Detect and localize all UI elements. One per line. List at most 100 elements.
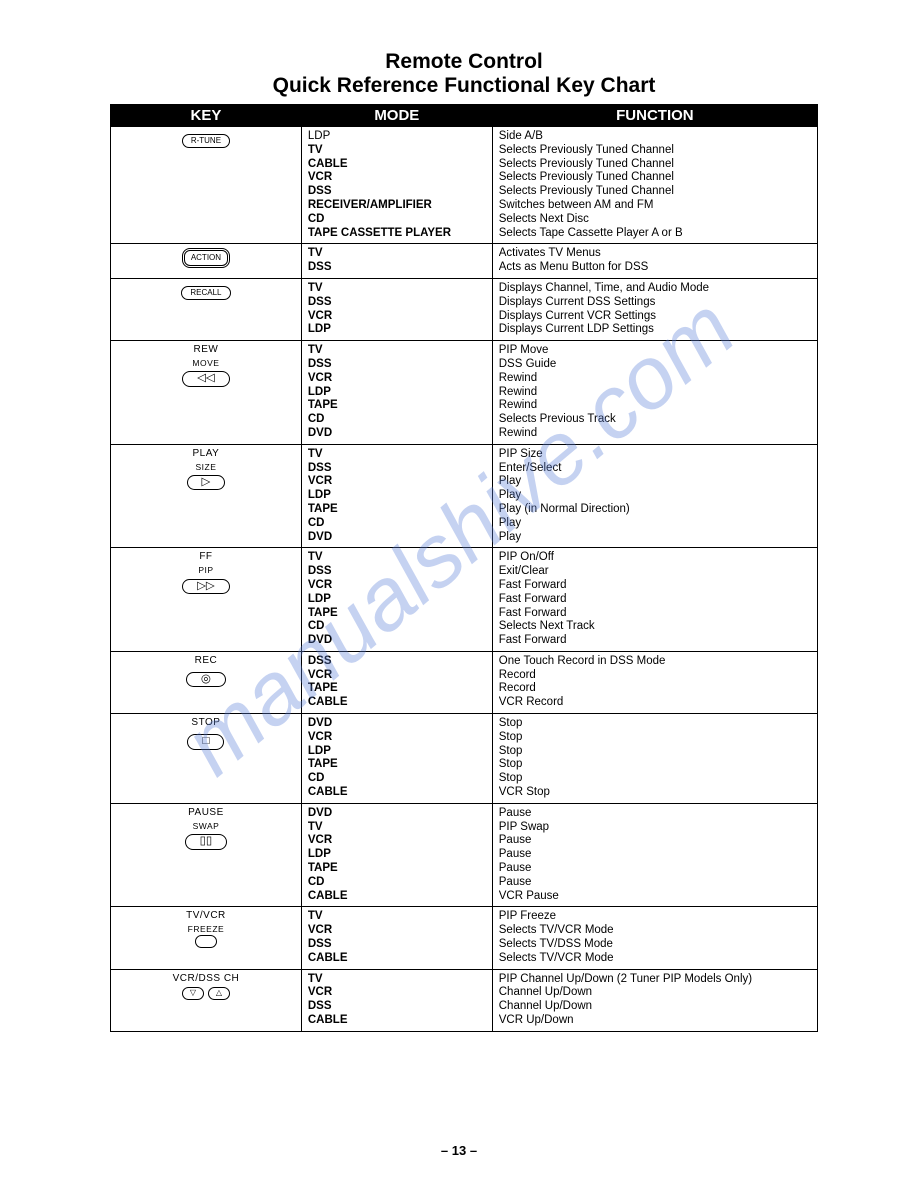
function-item: PIP Size: [499, 448, 811, 462]
key-sublabel: PIP: [117, 565, 295, 575]
function-cell: Displays Channel, Time, and Audio ModeDi…: [492, 278, 817, 340]
key-sublabel: MOVE: [117, 358, 295, 368]
mode-cell: TVVCRDSSCABLE: [301, 969, 492, 1031]
mode-item: VCR: [308, 731, 486, 745]
mode-item: RECEIVER/AMPLIFIER: [308, 199, 486, 213]
remote-elongated-button-icon: ◁◁: [182, 371, 230, 387]
function-item: VCR Record: [499, 696, 811, 710]
remote-elongated-button-icon: □: [187, 734, 224, 750]
mode-item: LDP: [308, 386, 486, 400]
function-item: One Touch Record in DSS Mode: [499, 655, 811, 669]
function-item: Displays Current LDP Settings: [499, 323, 811, 337]
mode-item: LDP: [308, 745, 486, 759]
title-block: Remote Control Quick Reference Functiona…: [110, 50, 818, 98]
function-item: Enter/Select: [499, 462, 811, 476]
mode-cell: TVDSSVCRLDP: [301, 278, 492, 340]
function-cell: PIP On/OffExit/ClearFast ForwardFast For…: [492, 548, 817, 652]
mode-item: TAPE: [308, 682, 486, 696]
function-item: Record: [499, 669, 811, 683]
key-label: REC: [117, 655, 295, 667]
function-item: Rewind: [499, 372, 811, 386]
mode-item: DSS: [308, 358, 486, 372]
mode-cell: TVDSS: [301, 244, 492, 279]
key-label: REW: [117, 344, 295, 356]
key-cell: STOP □: [111, 714, 302, 804]
mode-item: CABLE: [308, 952, 486, 966]
key-label: TV/VCR: [117, 910, 295, 922]
function-cell: Side A/BSelects Previously Tuned Channel…: [492, 127, 817, 244]
function-cell: StopStopStopStopStopVCR Stop: [492, 714, 817, 804]
key-label: FF: [117, 551, 295, 563]
mode-cell: DVDVCRLDPTAPECDCABLE: [301, 714, 492, 804]
table-row: RECALLTVDSSVCRLDPDisplays Channel, Time,…: [111, 278, 818, 340]
mode-cell: TVDSSVCRLDPTAPECDDVD: [301, 444, 492, 548]
key-cell: VCR/DSS CH▽△: [111, 969, 302, 1031]
key-cell: TV/VCR FREEZE: [111, 907, 302, 969]
mode-item: CD: [308, 772, 486, 786]
function-item: Displays Current DSS Settings: [499, 296, 811, 310]
mode-item: VCR: [308, 310, 486, 324]
function-cell: PausePIP SwapPausePausePausePauseVCR Pau…: [492, 803, 817, 907]
function-item: Stop: [499, 745, 811, 759]
remote-up-button-icon: △: [208, 987, 230, 1000]
key-cell: PAUSESWAP▯▯: [111, 803, 302, 907]
key-cell: REW MOVE ◁◁: [111, 341, 302, 445]
function-cell: PIP FreezeSelects TV/VCR ModeSelects TV/…: [492, 907, 817, 969]
key-cell: ACTION: [111, 244, 302, 279]
mode-item: LDP: [308, 489, 486, 503]
function-item: Play: [499, 531, 811, 545]
function-item: VCR Pause: [499, 890, 811, 904]
function-item: Selects Next Track: [499, 620, 811, 634]
page-number: – 13 –: [441, 1143, 477, 1158]
table-row: FFPIP▷▷TVDSSVCRLDPTAPECDDVDPIP On/OffExi…: [111, 548, 818, 652]
function-item: Channel Up/Down: [499, 986, 811, 1000]
mode-item: VCR: [308, 986, 486, 1000]
mode-item: CABLE: [308, 696, 486, 710]
key-cell: REC◎: [111, 651, 302, 713]
mode-item: DVD: [308, 717, 486, 731]
function-item: Rewind: [499, 386, 811, 400]
function-cell: One Touch Record in DSS ModeRecordRecord…: [492, 651, 817, 713]
mode-item: TV: [308, 910, 486, 924]
table-row: TV/VCR FREEZE TVVCRDSSCABLEPIP FreezeSelec…: [111, 907, 818, 969]
remote-down-button-icon: ▽: [182, 987, 204, 1000]
remote-elongated-button-icon: ▯▯: [185, 834, 228, 850]
mode-item: VCR: [308, 924, 486, 938]
function-item: Play: [499, 475, 811, 489]
remote-small-oval-icon: [195, 935, 217, 948]
function-cell: PIP SizeEnter/SelectPlayPlayPlay (in Nor…: [492, 444, 817, 548]
function-cell: PIP MoveDSS GuideRewindRewindRewindSelec…: [492, 341, 817, 445]
key-label: STOP: [117, 717, 295, 729]
key-sublabel: FREEZE: [117, 924, 295, 934]
mode-item: CABLE: [308, 1014, 486, 1028]
mode-item: TAPE: [308, 607, 486, 621]
mode-item: TAPE: [308, 503, 486, 517]
function-item: DSS Guide: [499, 358, 811, 372]
function-item: Rewind: [499, 399, 811, 413]
function-item: Pause: [499, 834, 811, 848]
mode-item: CD: [308, 517, 486, 531]
mode-item: LDP: [308, 593, 486, 607]
function-item: Play (in Normal Direction): [499, 503, 811, 517]
key-cell: FF PIP ▷▷: [111, 548, 302, 652]
function-item: Selects Previously Tuned Channel: [499, 171, 811, 185]
function-item: VCR Up/Down: [499, 1014, 811, 1028]
header-key: KEY: [111, 105, 302, 127]
mode-cell: LDPTVCABLEVCRDSSRECEIVER/AMPLIFIERCDTAPE…: [301, 127, 492, 244]
mode-cell: TVVCRDSSCABLE: [301, 907, 492, 969]
remote-elongated-button-icon: ▷▷: [182, 579, 230, 595]
function-item: Selects Next Disc: [499, 213, 811, 227]
mode-item: TV: [308, 247, 486, 261]
mode-item: DSS: [308, 1000, 486, 1014]
mode-item: TAPE: [308, 862, 486, 876]
function-cell: Activates TV MenusActs as Menu Button fo…: [492, 244, 817, 279]
key-sublabel: SWAP: [117, 821, 295, 831]
mode-item: DSS: [308, 185, 486, 199]
mode-item: VCR: [308, 372, 486, 386]
mode-item: TAPE: [308, 399, 486, 413]
mode-item: VCR: [308, 579, 486, 593]
mode-cell: DVDTVVCRLDPTAPECDCABLE: [301, 803, 492, 907]
mode-item: TV: [308, 551, 486, 565]
function-item: Pause: [499, 876, 811, 890]
mode-item: LDP: [308, 323, 486, 337]
